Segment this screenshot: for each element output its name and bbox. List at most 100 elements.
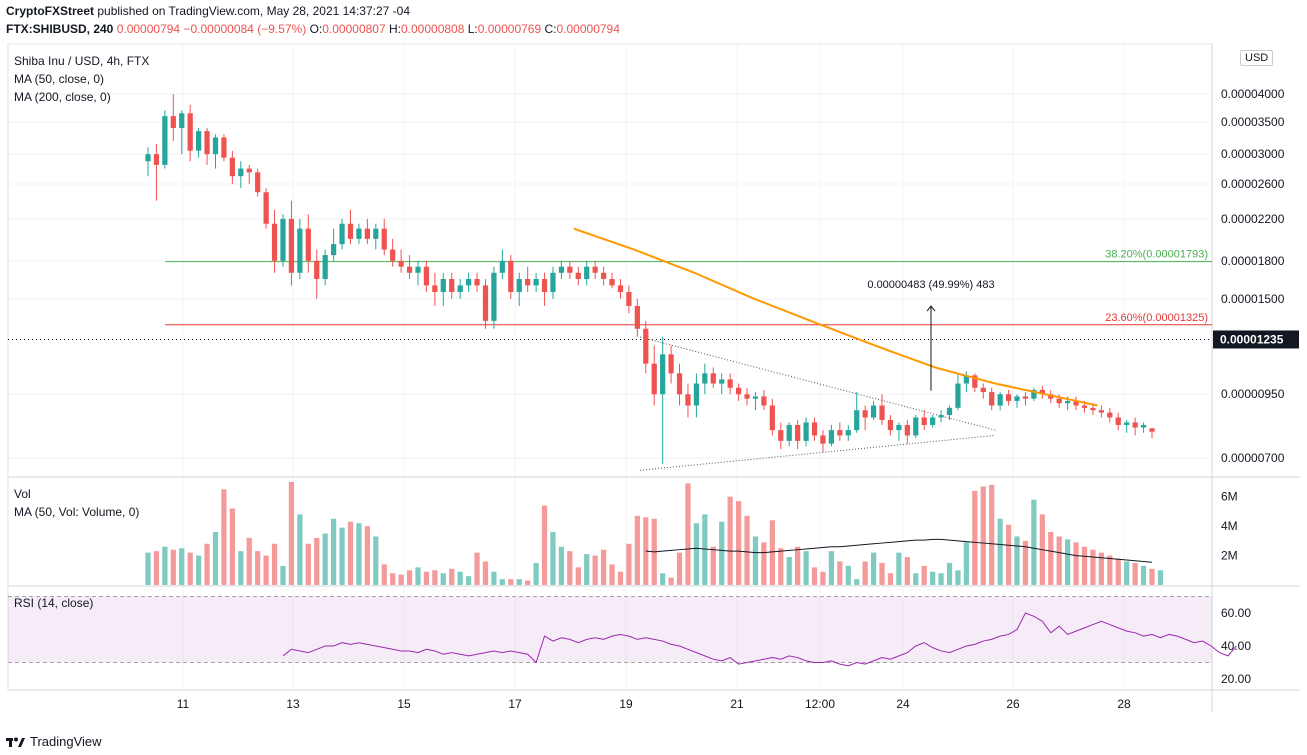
volume-bar-114 — [1107, 555, 1113, 585]
candle-body-8 — [212, 137, 219, 155]
volume-bar-3 — [170, 549, 176, 585]
volume-bar-118 — [1140, 565, 1147, 585]
volume-bar-14 — [263, 555, 269, 585]
last-price: 0.00000794 — [116, 22, 181, 36]
candle-body-43 — [508, 260, 514, 293]
candle-body-79 — [811, 422, 818, 436]
volume-bar-109 — [1065, 539, 1071, 585]
volume-bar-96 — [955, 570, 961, 585]
candle-body-9 — [221, 137, 227, 158]
rsi-tick-label-0: 20.00 — [1221, 672, 1251, 686]
volume-bar-95 — [946, 562, 953, 585]
candle-body-71 — [744, 394, 750, 399]
candle-body-51 — [575, 272, 581, 279]
volume-bar-18 — [297, 514, 303, 585]
candle-body-60 — [651, 363, 657, 395]
x-tick-label-4: 19 — [619, 697, 633, 711]
candle-body-105 — [1031, 389, 1037, 399]
volume-bar-112 — [1090, 549, 1096, 585]
volume-bar-72 — [752, 536, 759, 585]
volume-bar-102 — [1005, 524, 1012, 585]
volume-bar-94 — [938, 573, 944, 585]
volume-bar-21 — [322, 533, 328, 585]
candle-body-53 — [592, 266, 598, 273]
volume-tick-label-2: 6M — [1221, 490, 1238, 504]
candle-body-72 — [752, 396, 759, 399]
fib-levels: 38.20%(0.00001793) 23.60%(0.00001325) — [8, 249, 1212, 340]
volume-bar-113 — [1098, 552, 1104, 585]
candle-body-83 — [845, 430, 851, 436]
candle-body-28 — [381, 228, 387, 250]
volume-bar-82 — [837, 561, 843, 585]
candle-body-113 — [1098, 410, 1104, 413]
o-label: O: — [309, 22, 323, 36]
volume-bar-101 — [997, 518, 1003, 585]
candle-body-17 — [288, 218, 295, 273]
volume-bar-86 — [870, 552, 877, 585]
tradingview-logo[interactable]: TradingView — [6, 734, 102, 749]
publisher-name[interactable]: CryptoFXStreet — [6, 4, 95, 18]
candle-body-3 — [170, 116, 176, 129]
candle-body-86 — [870, 405, 877, 418]
rsi-tick-label-2: 60.00 — [1221, 606, 1251, 620]
volume-tick-label-0: 2M — [1221, 549, 1238, 563]
candle-body-6 — [196, 131, 202, 151]
volume-bar-116 — [1124, 561, 1130, 585]
volume-bar-76 — [786, 557, 792, 585]
candle-body-0 — [145, 154, 151, 162]
volume-bar-27 — [373, 536, 379, 585]
candlesticks — [145, 94, 1155, 465]
candle-body-38 — [465, 278, 472, 286]
volume-bar-58 — [634, 515, 640, 585]
candle-body-97 — [963, 375, 970, 384]
candle-body-58 — [634, 305, 640, 329]
volume-bar-15 — [271, 543, 278, 585]
currency-button[interactable]: USD — [1240, 50, 1274, 66]
candle-body-18 — [297, 228, 303, 273]
volume-bar-50 — [567, 551, 573, 585]
candle-body-88 — [887, 419, 894, 431]
volume-bar-6 — [196, 555, 202, 585]
volume-ma-line — [645, 538, 1153, 563]
volume-bar-41 — [491, 571, 497, 585]
rsi-tick-label-1: 40.00 — [1221, 639, 1251, 653]
volume-bar-4 — [179, 548, 185, 585]
triangle-pattern — [639, 336, 996, 471]
candle-body-110 — [1073, 400, 1079, 406]
volume-bar-16 — [280, 565, 286, 585]
candle-body-46 — [533, 278, 539, 286]
candle-body-24 — [347, 223, 354, 239]
candle-body-90 — [904, 424, 910, 436]
candle-body-29 — [390, 249, 396, 261]
volume-bar-44 — [516, 579, 522, 585]
candle-body-66 — [702, 373, 708, 384]
candle-body-36 — [449, 278, 455, 293]
volume-bar-35 — [440, 573, 446, 585]
candle-body-15 — [271, 223, 278, 261]
candle-body-47 — [541, 278, 548, 293]
candle-body-27 — [373, 228, 379, 239]
volume-bar-104 — [1022, 540, 1029, 585]
candle-body-49 — [558, 266, 565, 273]
volume-bar-36 — [449, 568, 455, 585]
candle-body-69 — [727, 379, 733, 388]
volume-bar-20 — [314, 537, 320, 585]
volume-bar-38 — [465, 576, 472, 585]
volume-bar-98 — [972, 490, 978, 585]
volume-bar-64 — [685, 483, 691, 585]
volume-bar-10 — [229, 508, 235, 585]
candle-body-101 — [997, 394, 1003, 406]
x-tick-label-6: 12:00 — [805, 697, 835, 711]
y-tick-label-0: 0.00000700 — [1221, 451, 1285, 465]
candle-body-23 — [339, 223, 345, 245]
publish-line: CryptoFXStreet published on TradingView.… — [6, 4, 410, 18]
volume-bar-61 — [660, 573, 666, 585]
x-tick-label-2: 15 — [397, 697, 411, 711]
volume-bar-33 — [423, 571, 430, 585]
candle-body-55 — [609, 278, 615, 286]
volume-bar-84 — [854, 579, 860, 585]
volume-bar-67 — [710, 546, 716, 585]
ma50-line — [573, 227, 1098, 407]
volume-tick-label-1: 4M — [1221, 519, 1238, 533]
